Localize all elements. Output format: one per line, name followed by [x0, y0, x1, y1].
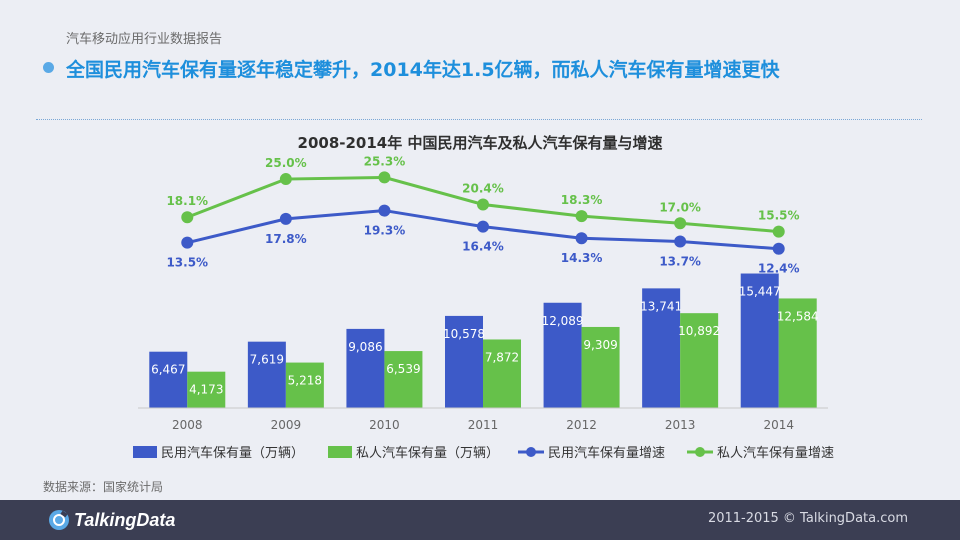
line-point-label: 13.7% [659, 255, 701, 269]
line-point [575, 210, 588, 223]
bar-civil-2010 [346, 328, 385, 408]
line-point-label: 20.4% [462, 181, 504, 195]
footer: TalkingData 2011-2015 © TalkingData.com [0, 500, 960, 540]
line-point-label: 13.5% [166, 256, 208, 270]
logo: TalkingData [48, 508, 175, 532]
line-point [575, 232, 588, 245]
bar-private-2008 [187, 371, 226, 408]
line-point-label: 18.3% [561, 193, 603, 207]
bar-private-label: 4,173 [189, 383, 223, 397]
bar-private-label: 12,584 [777, 309, 819, 323]
bar-civil-2009 [247, 341, 286, 408]
line-point [477, 220, 489, 233]
chart-title: 2008-2014年 中国民用汽车及私人汽车保有量与增速 [298, 134, 663, 152]
bar-private-2010 [384, 351, 423, 408]
x-tick-label: 2010 [369, 418, 400, 432]
bar-civil-label: 10,578 [443, 327, 485, 341]
line-point [772, 242, 785, 255]
copyright: 2011-2015 © TalkingData.com [707, 511, 908, 526]
x-tick-label: 2008 [172, 418, 203, 432]
line-point [279, 212, 292, 225]
line-point-label: 25.0% [265, 156, 307, 170]
bar-civil-2013 [642, 288, 681, 408]
talkingdata-logo-icon [49, 510, 69, 530]
chart: 2008-2014年 中国民用汽车及私人汽车保有量与增速 6,467 4,173 7… [133, 134, 834, 461]
divider [36, 119, 922, 120]
legend-label: 私人汽车保有量（万辆） [356, 445, 499, 461]
line-point-label: 16.4% [462, 240, 504, 254]
line-point-label: 19.3% [364, 224, 406, 238]
bar-private-label: 5,218 [288, 374, 322, 388]
bar-private-label: 6,539 [386, 362, 420, 376]
line-point-label: 17.0% [659, 200, 701, 214]
headline-bullet-icon [43, 62, 54, 73]
bar-private-2013 [680, 313, 719, 408]
line-point [674, 217, 687, 230]
bar-private-2014 [778, 298, 817, 408]
bar-civil-2014 [740, 273, 779, 408]
bar-civil-2011 [445, 315, 483, 408]
line-point-label: 15.5% [758, 209, 800, 223]
line-point-label: 12.4% [758, 262, 800, 276]
source-note: 数据来源：国家统计局 [43, 480, 164, 494]
bar-civil-label: 6,467 [151, 363, 185, 377]
x-tick-label: 2012 [566, 418, 597, 432]
line-point [378, 204, 391, 217]
line-point [181, 211, 194, 224]
bar-civil-label: 7,619 [250, 353, 284, 367]
legend-marker [526, 447, 536, 457]
bar-private-label: 7,872 [485, 350, 519, 364]
x-tick-label: 2013 [665, 418, 696, 432]
x-tick-label: 2009 [271, 418, 302, 432]
line-point-label: 25.3% [364, 154, 406, 168]
legend-marker [695, 447, 705, 457]
bar-civil-2012 [543, 302, 582, 408]
line-point-label: 14.3% [561, 251, 603, 265]
line-point-label: 18.1% [166, 194, 208, 208]
bar-private-label: 9,309 [583, 338, 617, 352]
bar-civil-label: 15,447 [739, 285, 781, 299]
x-tick-label: 2014 [763, 418, 794, 432]
line-point [477, 198, 489, 211]
legend-swatch [133, 446, 157, 458]
line-point-label: 17.8% [265, 232, 307, 246]
logo-text: TalkingData [74, 509, 176, 530]
line-point [674, 235, 687, 248]
line-point [378, 171, 391, 184]
legend-label: 民用汽车保有量（万辆） [161, 445, 304, 461]
line-point [279, 173, 292, 186]
legend-label: 私人汽车保有量增速 [717, 445, 834, 461]
legend-swatch [328, 446, 352, 458]
report-label: 汽车移动应用行业数据报告 [66, 32, 223, 47]
legend-label: 民用汽车保有量增速 [548, 445, 665, 461]
bar-private-2009 [285, 362, 324, 408]
bar-civil-label: 9,086 [348, 340, 382, 354]
line-point [181, 236, 194, 249]
line-point [772, 225, 785, 238]
bar-private-label: 10,892 [678, 324, 720, 338]
bar-private-2011 [483, 339, 521, 408]
page-headline: 全国民用汽车保有量逐年稳定攀升，2014年达1.5亿辆，而私人汽车保有量增速更快 [66, 59, 780, 81]
bar-private-2012 [581, 326, 620, 408]
bar-civil-label: 12,089 [542, 314, 584, 328]
bar-civil-label: 13,741 [640, 299, 682, 313]
bar-civil-2008 [149, 351, 188, 408]
x-tick-label: 2011 [468, 418, 499, 432]
